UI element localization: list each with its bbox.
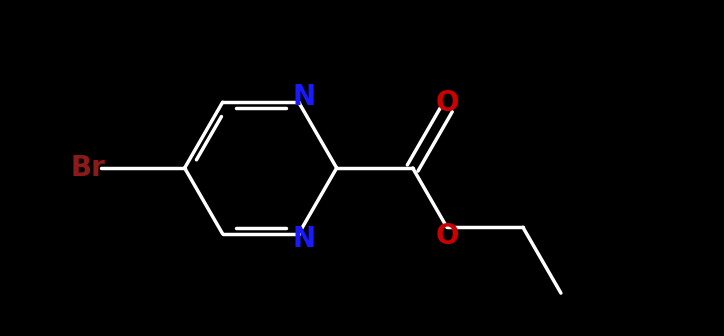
Text: Br: Br [70,154,106,182]
Text: O: O [435,89,458,117]
Text: N: N [292,225,315,253]
Text: O: O [435,222,458,250]
Text: N: N [292,83,315,111]
